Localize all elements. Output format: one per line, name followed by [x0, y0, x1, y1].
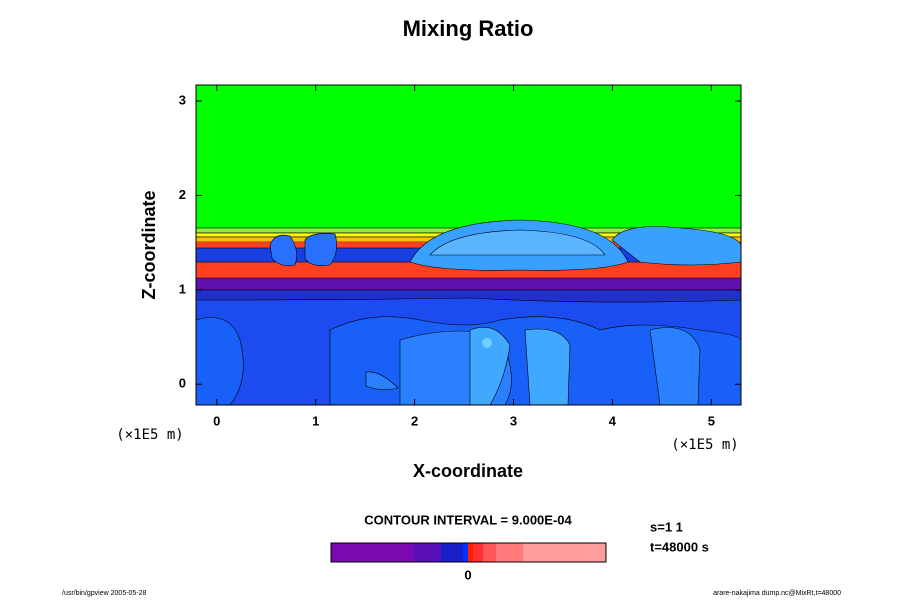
- contour-field: [196, 85, 741, 405]
- plot-frame: [195, 84, 742, 406]
- x-tick-label: 2: [411, 413, 418, 428]
- x-tick-label: 0: [213, 413, 220, 428]
- contour-interval: CONTOUR INTERVAL = 9.000E-04: [364, 512, 572, 527]
- x-tick-label: 3: [510, 413, 517, 428]
- info-line: t=48000 s: [650, 539, 709, 554]
- axes: 0 1 2 3 4 5 0 1 2 3: [179, 85, 741, 428]
- y-tick-label: 2: [179, 187, 186, 202]
- y-unit-label: (×1E5 m): [116, 427, 183, 443]
- y-tick-label: 1: [179, 281, 186, 296]
- info-line: s=1 1: [650, 519, 683, 534]
- y-tick-label: 3: [179, 92, 186, 107]
- x-unit-label: (×1E5 m): [671, 437, 738, 453]
- colorbar-tick-label: 0: [464, 567, 471, 582]
- y-tick-label: 0: [179, 376, 186, 391]
- y-axis-label: Z-coordinate: [139, 190, 159, 299]
- footer-left: /usr/bin/gpview 2005-05-28: [62, 590, 147, 597]
- footer-right: arare-nakajima dump.nc@MixRt,t=48000: [713, 590, 841, 597]
- x-tick-label: 5: [708, 413, 715, 428]
- colorbar: [330, 542, 607, 563]
- x-axis-label: X-coordinate: [413, 461, 523, 481]
- x-tick-label: 4: [609, 413, 617, 428]
- x-tick-label: 1: [312, 413, 319, 428]
- chart-title: Mixing Ratio: [403, 16, 534, 41]
